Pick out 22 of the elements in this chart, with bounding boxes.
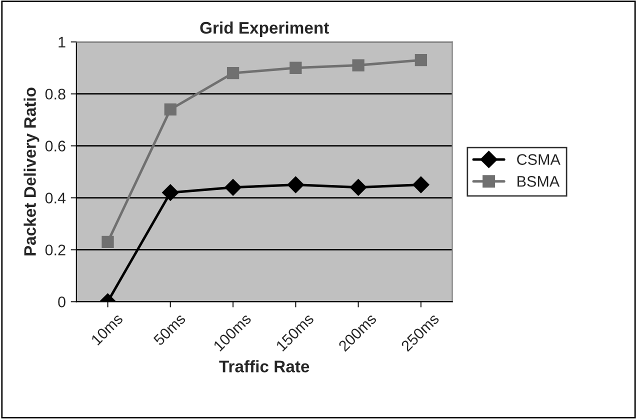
point	[102, 236, 114, 248]
y-tick-label: 0.8	[45, 88, 66, 100]
point	[162, 184, 179, 201]
y-tick-label: 0.4	[45, 192, 66, 204]
y-tick-label: 0.6	[45, 140, 66, 152]
y-axis-title: Packet Delivery Ratio	[24, 88, 40, 256]
x-axis-title: Traffic Rate	[219, 360, 310, 372]
legend-label: BSMA	[518, 176, 560, 187]
point	[226, 67, 240, 80]
point	[164, 103, 176, 116]
legend-label: CSMA	[517, 154, 560, 165]
point	[290, 62, 302, 74]
y-tick-label: 0.2	[45, 244, 66, 256]
y-tick-label: 1	[58, 36, 66, 48]
chart-title: Grid Experiment	[200, 21, 329, 38]
point	[224, 179, 242, 196]
point	[350, 179, 367, 196]
y-tick-label: 0	[58, 296, 66, 308]
point	[412, 176, 430, 194]
point	[414, 54, 428, 66]
point	[287, 176, 304, 194]
point	[352, 59, 364, 72]
